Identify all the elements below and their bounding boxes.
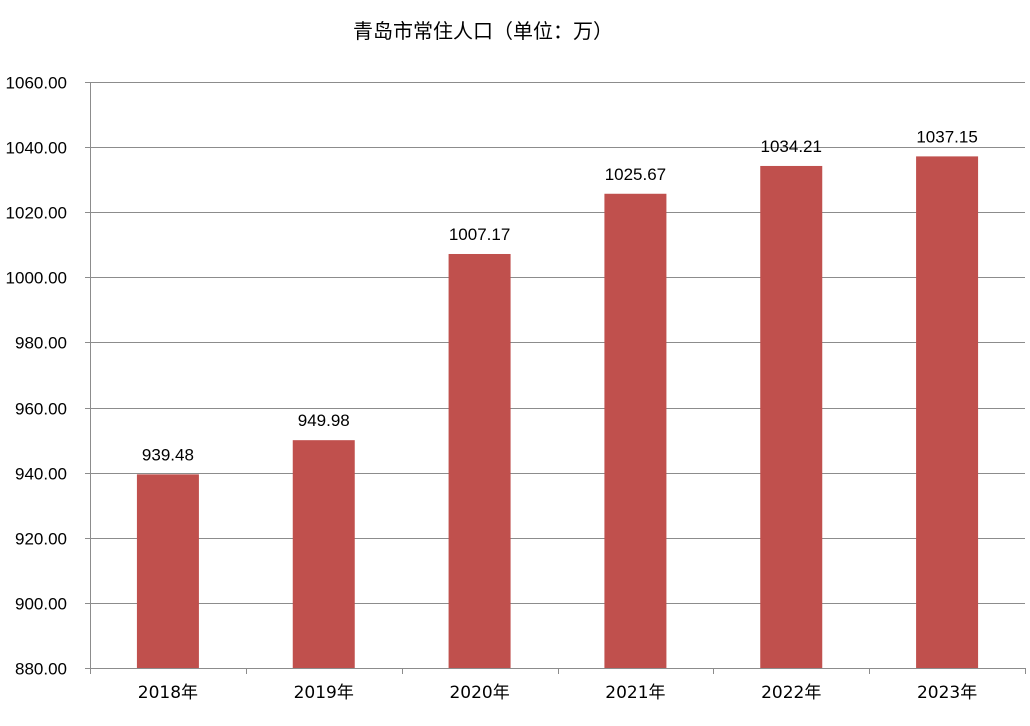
data-label: 1025.67 bbox=[605, 165, 666, 184]
y-tick-label: 920.00 bbox=[15, 530, 67, 549]
axes bbox=[90, 82, 1026, 674]
x-tick-label: 2021年 bbox=[605, 683, 665, 703]
data-label: 1037.15 bbox=[916, 127, 977, 146]
bar bbox=[448, 253, 511, 668]
y-axis-ticks: 880.00 900.00 920.00 940.00 960.00 980.00 1000… bbox=[6, 74, 67, 679]
data-label: 939.48 bbox=[142, 445, 194, 464]
bars bbox=[136, 156, 979, 668]
y-tick-label: 1060.00 bbox=[6, 74, 67, 93]
data-label: 1034.21 bbox=[761, 137, 822, 156]
y-tick-label: 880.00 bbox=[15, 660, 67, 679]
x-tick-label: 2018年 bbox=[138, 683, 198, 703]
gridlines bbox=[85, 82, 1025, 669]
y-tick-label: 1000.00 bbox=[6, 269, 67, 288]
chart-title: 青岛市常住人口（单位：万） bbox=[353, 19, 613, 43]
data-label: 1007.17 bbox=[449, 225, 510, 244]
x-tick-label: 2019年 bbox=[294, 683, 354, 703]
bar bbox=[760, 165, 823, 668]
y-tick-label: 980.00 bbox=[15, 334, 67, 353]
bar bbox=[136, 474, 199, 668]
data-label: 949.98 bbox=[298, 411, 350, 430]
y-tick-label: 1040.00 bbox=[6, 139, 67, 158]
y-tick-label: 1020.00 bbox=[6, 204, 67, 223]
bar bbox=[604, 193, 667, 668]
x-tick-label: 2020年 bbox=[449, 683, 509, 703]
bar bbox=[292, 440, 355, 668]
bar bbox=[916, 156, 979, 668]
x-axis-ticks: 2018年 2019年 2020年 2021年 2022年 2023年 bbox=[138, 683, 977, 703]
y-tick-label: 960.00 bbox=[15, 400, 67, 419]
y-tick-label: 900.00 bbox=[15, 595, 67, 614]
x-tick-label: 2022年 bbox=[761, 683, 821, 703]
x-tick-label: 2023年 bbox=[917, 683, 977, 703]
y-tick-label: 940.00 bbox=[15, 465, 67, 484]
data-labels: 939.48 949.98 1007.17 1025.67 1034.21 1037.15 bbox=[142, 127, 978, 464]
